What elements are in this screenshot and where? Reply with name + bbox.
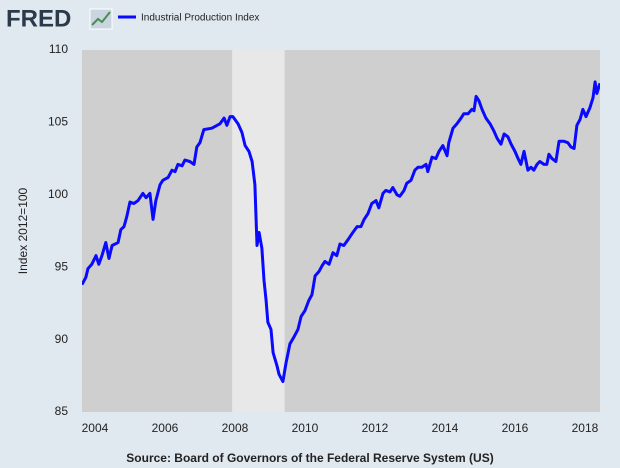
x-tick-label: 2018 [572,421,599,435]
x-tick-label: 2016 [502,421,529,435]
x-tick-label: 2010 [292,421,319,435]
x-tick-label: 2012 [362,421,389,435]
legend-label: Industrial Production Index [141,13,259,24]
plot-background [82,50,600,412]
x-tick-label: 2008 [222,421,249,435]
y-tick-label: 110 [49,42,68,56]
series-group [82,80,600,384]
plot-area: 85 90 95 100 105 110 2004 2006 2008 2010 2012 2014 2… [48,42,600,435]
brand-logo: FRED [6,5,71,32]
y-axis-label: Index 2012=100 [16,187,30,274]
recession-shading [232,50,285,412]
x-tick-label: 2006 [152,421,179,435]
series-line [82,80,600,384]
logo-icon [89,8,113,30]
source: Source: Board of Governors of the Federa… [126,451,493,465]
y-tick-label: 95 [55,259,69,273]
y-tick-label: 105 [48,115,68,129]
y-tick-label: 90 [55,332,69,346]
x-tick-label: 2014 [432,421,459,435]
y-tick-label: 85 [55,404,69,418]
y-tick-label: 100 [48,187,68,201]
x-tick-label: 2004 [82,421,109,435]
